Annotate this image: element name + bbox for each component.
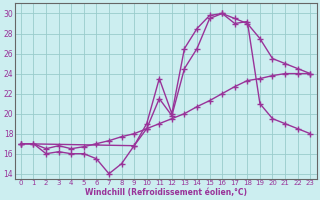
X-axis label: Windchill (Refroidissement éolien,°C): Windchill (Refroidissement éolien,°C) bbox=[84, 188, 247, 197]
